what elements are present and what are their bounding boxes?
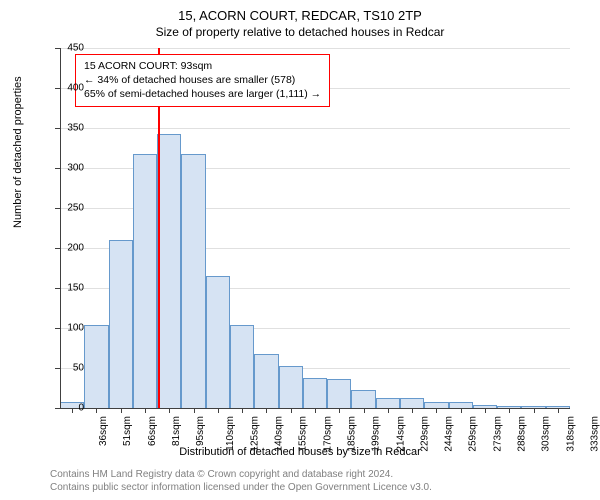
histogram-bar [157, 134, 181, 408]
title-main: 15, ACORN COURT, REDCAR, TS10 2TP [0, 0, 600, 23]
x-tick-label: 51sqm [122, 416, 133, 446]
x-tick-label: 229sqm [419, 416, 430, 452]
x-tick-label: 110sqm [224, 416, 235, 451]
y-tick-label: 400 [54, 83, 84, 94]
x-tick-label: 36sqm [98, 416, 109, 446]
x-tick-label: 318sqm [565, 416, 576, 452]
chart-container: 15, ACORN COURT, REDCAR, TS10 2TP Size o… [0, 0, 600, 500]
annotation-line: ← 34% of detached houses are smaller (57… [84, 73, 321, 87]
x-tick-label: 140sqm [274, 416, 285, 452]
x-tick-label: 95sqm [195, 416, 206, 446]
histogram-bar [351, 390, 375, 408]
y-tick-label: 150 [54, 283, 84, 294]
histogram-bar [376, 398, 400, 408]
x-tick-label: 303sqm [541, 416, 552, 452]
y-axis-label: Number of detached properties [12, 76, 24, 228]
footer-line: Contains HM Land Registry data © Crown c… [50, 468, 432, 481]
footer-attribution: Contains HM Land Registry data © Crown c… [50, 468, 432, 494]
y-tick-label: 450 [54, 43, 84, 54]
histogram-bar [206, 276, 230, 408]
x-tick-label: 81sqm [171, 416, 182, 446]
x-tick-label: 185sqm [347, 416, 358, 452]
gridline [60, 48, 570, 49]
y-tick-label: 250 [54, 203, 84, 214]
annotation-line: 15 ACORN COURT: 93sqm [84, 59, 321, 73]
x-tick-label: 259sqm [468, 416, 479, 452]
histogram-bar [327, 379, 351, 408]
y-tick-label: 50 [54, 363, 84, 374]
y-tick-label: 0 [54, 403, 84, 414]
x-tick-label: 244sqm [444, 416, 455, 452]
histogram-bar [254, 354, 278, 408]
histogram-bar [133, 154, 157, 408]
footer-line: Contains public sector information licen… [50, 481, 432, 494]
y-tick-label: 350 [54, 123, 84, 134]
y-tick-label: 300 [54, 163, 84, 174]
histogram-bar [400, 398, 424, 408]
annotation-line: 65% of semi-detached houses are larger (… [84, 87, 321, 101]
x-tick-label: 125sqm [249, 416, 260, 452]
x-tick-label: 288sqm [517, 416, 528, 452]
plot-area: 15 ACORN COURT: 93sqm← 34% of detached h… [60, 48, 570, 408]
x-axis-line [60, 408, 570, 409]
x-tick-label: 170sqm [322, 416, 333, 452]
histogram-bar [181, 154, 205, 408]
x-tick-label: 214sqm [395, 416, 406, 452]
x-tick-label: 333sqm [589, 416, 600, 452]
histogram-bar [279, 366, 303, 408]
histogram-bar [84, 325, 108, 408]
x-tick-label: 155sqm [298, 416, 309, 452]
histogram-bar [109, 240, 133, 408]
gridline [60, 128, 570, 129]
histogram-bar [230, 325, 254, 408]
x-tick-label: 199sqm [371, 416, 382, 452]
histogram-bar [303, 378, 327, 408]
y-tick-label: 200 [54, 243, 84, 254]
y-axis-line [60, 48, 61, 408]
x-tick-label: 273sqm [492, 416, 503, 452]
y-tick-label: 100 [54, 323, 84, 334]
x-tick-label: 66sqm [147, 416, 158, 446]
annotation-box: 15 ACORN COURT: 93sqm← 34% of detached h… [75, 54, 330, 107]
title-sub: Size of property relative to detached ho… [0, 23, 600, 39]
